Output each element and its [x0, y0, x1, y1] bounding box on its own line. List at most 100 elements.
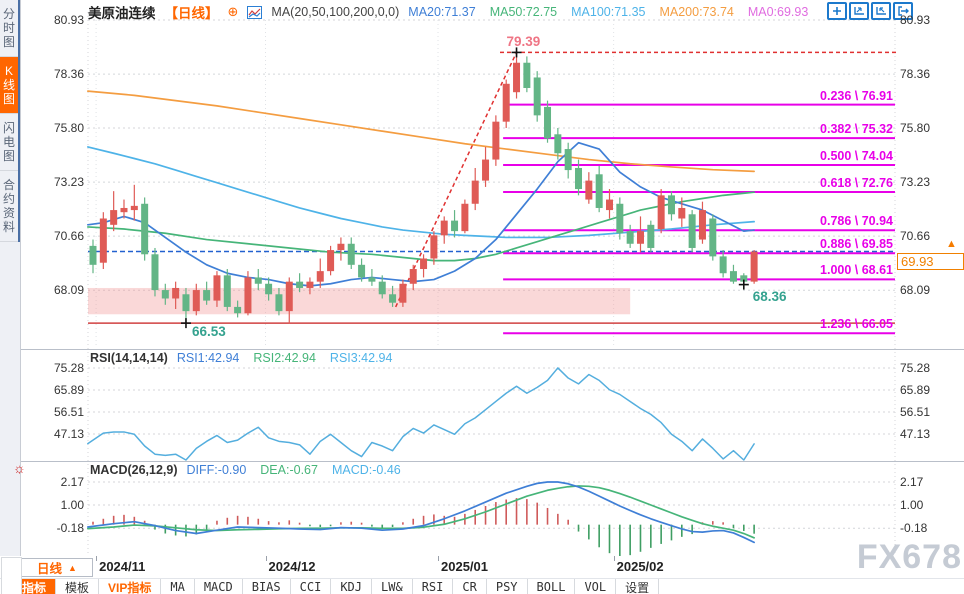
corner-cell: [1, 557, 22, 594]
macd-title: MACD(26,12,9): [90, 463, 178, 477]
date-tick: [265, 556, 267, 561]
chart-toolbar-buttons: [827, 2, 913, 20]
y-axis-label: 68.09: [900, 283, 931, 298]
toolbar-tab-指标[interactable]: 指标: [13, 579, 57, 594]
sidebar-tab-闪电图[interactable]: 闪电图: [0, 114, 18, 171]
y-axis-label: 47.13: [900, 426, 931, 441]
watermark: FX678: [856, 538, 962, 576]
date-label: 2024/12: [268, 559, 316, 574]
fib-level-label: 1.000 \ 68.61: [820, 263, 893, 278]
date-label: 2025/02: [616, 559, 664, 574]
date-tick: [613, 556, 615, 561]
sidebar-tab-char: 合: [2, 178, 15, 192]
current-price-badge: 69.93: [897, 252, 964, 270]
time-axis: 日线 ▲ 2024/11 2024/12 2025/01 2025/02: [0, 556, 964, 579]
add-indicator-icon[interactable]: ⊕: [227, 4, 239, 19]
y-axis-label: 1.00: [60, 498, 84, 512]
sidebar-tab-合约资料[interactable]: 合约资料: [0, 171, 18, 242]
y-axis-label: 80.93: [900, 13, 931, 27]
toolbar-tab-KDJ[interactable]: KDJ: [331, 579, 373, 594]
y-axis-label: 56.51: [53, 404, 84, 419]
toolbar-tab-VOL[interactable]: VOL: [575, 579, 617, 594]
y-axis-label: 47.13: [53, 426, 84, 441]
y-axis-label: -0.18: [900, 521, 928, 536]
toolbar-tab-CR[interactable]: CR: [453, 579, 487, 594]
sidebar-tab-char: 图: [2, 35, 15, 49]
y-axis-label: 65.89: [53, 383, 84, 397]
y-axis-label: 73.23: [900, 175, 931, 190]
sidebar-tab-char: 料: [2, 220, 15, 234]
ma-values: MA20:71.37 MA50:72.75 MA100:71.35 MA200:73.…: [408, 5, 808, 19]
sidebar-tab-分时图[interactable]: 分时图: [0, 0, 18, 57]
rsi-legend: RSI(14,14,14) RSI1:42.94 RSI2:42.94 RSI3:4…: [90, 351, 392, 365]
period-selector-label: 日线: [37, 562, 63, 576]
exit-restore-icon[interactable]: [893, 2, 913, 20]
y-axis-label: 1.00: [900, 498, 924, 512]
toolbar-tab-PSY[interactable]: PSY: [487, 579, 528, 594]
price-arrow-icon: ▲: [946, 237, 957, 250]
move-crosshair-icon[interactable]: [827, 2, 847, 20]
toolbar-tab-BOLL[interactable]: BOLL: [528, 579, 576, 594]
macd-legend: MACD(26,12,9) DIFF:-0.90 DEA:-0.67 MACD:-0…: [90, 463, 401, 477]
toolbar-tab-CCI[interactable]: CCI: [291, 579, 332, 594]
sidebar-tab-char: 资: [2, 206, 15, 220]
rsi-values: RSI1:42.94 RSI2:42.94 RSI3:42.94: [177, 351, 393, 365]
symbol-title: 美原油连续: [88, 6, 156, 21]
ma-value-label: MA20:71.37: [408, 5, 476, 19]
y-axis-label: 75.28: [900, 361, 931, 375]
toolbar-tab-MA[interactable]: MA: [161, 579, 195, 594]
sidebar-tab-char: 线: [2, 78, 15, 92]
y-axis-label: -0.18: [56, 521, 84, 536]
y-axis-label: 70.66: [53, 229, 84, 244]
fib-level-label: 0.786 \ 70.94: [820, 214, 893, 229]
toolbar-tab-VIP指标[interactable]: VIP指标: [99, 579, 162, 594]
sidebar-tab-char: 图: [2, 149, 15, 163]
low-price-label: 68.36: [752, 288, 787, 304]
fib-level-label: 0.236 \ 76.91: [820, 88, 893, 103]
y-axis-label: 78.36: [900, 67, 931, 82]
rsi-value-label: RSI1:42.94: [176, 351, 240, 365]
toolbar-tab-MACD[interactable]: MACD: [195, 579, 243, 594]
rsi-value-label: RSI3:42.94: [329, 351, 393, 365]
macd-value-label: DIFF:-0.90: [186, 463, 247, 477]
sidebar-tab-char: 闪: [2, 121, 15, 135]
period-label[interactable]: 【日线】: [164, 6, 219, 21]
toolbar-tab-模板[interactable]: 模板: [56, 579, 100, 594]
rsi-title: RSI(14,14,14): [90, 351, 168, 365]
sidebar-tab-char: K: [4, 64, 13, 78]
fib-level-label: 0.382 \ 75.32: [820, 122, 893, 137]
sidebar-tab-char: 图: [2, 92, 15, 106]
ma-value-label: MA0:69.93: [747, 5, 809, 19]
date-label: 2024/11: [99, 559, 146, 574]
toolbar-tab-设置[interactable]: 设置: [616, 579, 660, 594]
y-axis-label: 75.80: [900, 120, 931, 135]
toolbar-tab-LW&[interactable]: LW&: [372, 579, 413, 594]
sidebar-tab-char: 分: [2, 7, 15, 21]
y-axis-label: 78.36: [53, 67, 84, 82]
fib-level-label: 0.500 \ 74.04: [820, 149, 893, 164]
date-tick: [438, 556, 440, 561]
toolbar-spacer: [659, 579, 964, 594]
sidebar-tab-char: 时: [2, 21, 15, 35]
ma-formula: MA(20,50,100,200,0,0): [271, 5, 400, 19]
macd-value-label: DEA:-0.67: [260, 463, 318, 477]
low-price-label: 66.53: [191, 324, 226, 340]
y-axis-label: 56.51: [900, 404, 931, 419]
ma-value-label: MA100:71.35: [571, 5, 646, 19]
y-axis-label: 2.17: [900, 474, 924, 489]
toolbar-tab-BIAS[interactable]: BIAS: [243, 579, 291, 594]
axis-scale-y-icon[interactable]: [871, 2, 891, 20]
y-axis-label: 65.89: [900, 383, 931, 397]
indicator-settings-icon[interactable]: ☼: [13, 460, 26, 476]
chart-type-icon[interactable]: [247, 5, 263, 19]
axis-scale-x-icon[interactable]: [849, 2, 869, 20]
indicator-toolbar: 指标 模板 VIP指标 MA MACD BIAS CCI KDJ LW& RSI CR PSY BOLL…: [0, 578, 964, 594]
date-tick: [96, 556, 98, 561]
period-selector[interactable]: 日线 ▲: [21, 558, 93, 577]
toolbar-tab-RSI[interactable]: RSI: [413, 579, 454, 594]
high-price-label: 79.39: [506, 34, 541, 49]
